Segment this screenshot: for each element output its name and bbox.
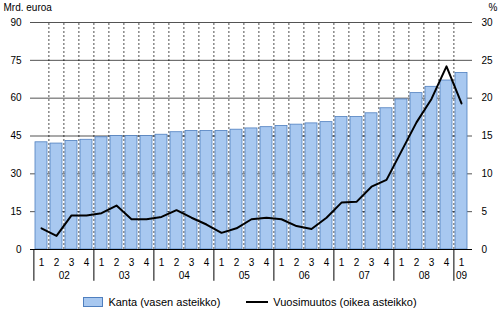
html-text:Kanta (vasen asteikko): Kanta (vasen asteikko) [108,296,221,308]
svg-text:%: % [489,2,498,13]
svg-text:06: 06 [299,270,311,281]
svg-text:15: 15 [10,206,22,217]
svg-text:1: 1 [219,257,225,268]
html-text:Vuosimuutos (oikea asteikko): Vuosimuutos (oikea asteikko) [273,296,417,308]
svg-text:4: 4 [264,257,270,268]
svg-text:4: 4 [324,257,330,268]
svg-text:2: 2 [294,257,300,268]
svg-text:1: 1 [159,257,165,268]
svg-text:1: 1 [399,257,405,268]
svg-text:1: 1 [279,257,285,268]
svg-text:75: 75 [10,55,22,66]
svg-text:05: 05 [239,270,251,281]
svg-text:07: 07 [359,270,371,281]
svg-text:1: 1 [99,257,105,268]
svg-text:08: 08 [419,270,431,281]
svg-text:2: 2 [354,257,360,268]
svg-text:09: 09 [456,270,468,281]
svg-text:90: 90 [10,17,22,28]
svg-text:4: 4 [204,257,210,268]
svg-text:04: 04 [179,270,191,281]
svg-text:45: 45 [10,130,22,141]
svg-text:03: 03 [119,270,131,281]
svg-text:2: 2 [54,257,60,268]
svg-text:3: 3 [309,257,315,268]
svg-text:1: 1 [459,257,465,268]
svg-text:3: 3 [69,257,75,268]
svg-text:0: 0 [482,244,488,255]
svg-text:3: 3 [189,257,195,268]
svg-text:20: 20 [482,92,494,103]
svg-text:30: 30 [482,17,494,28]
svg-text:2: 2 [234,257,240,268]
svg-text:1: 1 [39,257,45,268]
svg-text:2: 2 [414,257,420,268]
svg-text:5: 5 [482,206,488,217]
svg-text:25: 25 [482,55,494,66]
svg-text:3: 3 [129,257,135,268]
svg-text:3: 3 [369,257,375,268]
svg-text:10: 10 [482,168,494,179]
svg-text:02: 02 [59,270,71,281]
svg-text:3: 3 [429,257,435,268]
svg-text:2: 2 [174,257,180,268]
svg-text:15: 15 [482,130,494,141]
svg-text:60: 60 [10,92,22,103]
svg-text:4: 4 [144,257,150,268]
svg-text:2: 2 [114,257,120,268]
svg-text:4: 4 [444,257,450,268]
svg-text:30: 30 [10,168,22,179]
svg-text:0: 0 [16,244,22,255]
svg-text:4: 4 [84,257,90,268]
svg-text:3: 3 [249,257,255,268]
svg-text:1: 1 [339,257,345,268]
svg-text:4: 4 [384,257,390,268]
svg-text:Mrd. euroa: Mrd. euroa [4,2,53,13]
